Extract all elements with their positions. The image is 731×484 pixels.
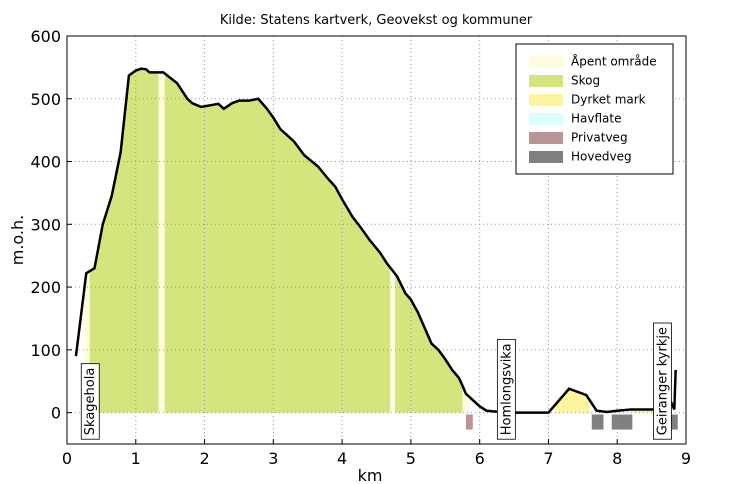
legend-label: Åpent område [571, 54, 657, 69]
land-area [164, 73, 391, 413]
y-tick-label: 100 [30, 341, 61, 360]
annotation-label: Homlongsvika [499, 343, 514, 435]
road-segment [668, 414, 678, 430]
x-tick-label: 0 [62, 449, 72, 468]
annotation-label: Geiranger kyrkje [655, 327, 670, 435]
road-segment [611, 414, 633, 430]
annotation-box [496, 339, 516, 440]
legend-label: Dyrket mark [571, 93, 646, 107]
x-tick-label: 2 [199, 449, 209, 468]
land-area [395, 273, 463, 413]
plot-area: 0 1 2 3 4 5 6 7 8 9 0 100 200 300 400 500 600 Skagehola Ho… [30, 27, 691, 468]
y-tick-label: 200 [30, 278, 61, 297]
legend-swatch [529, 75, 563, 87]
x-axis-label: km [358, 466, 383, 484]
x-tick-label: 1 [131, 449, 141, 468]
plot-frame [66, 35, 687, 445]
land-area [89, 68, 159, 413]
road-segment [465, 414, 473, 430]
profile-line [74, 67, 677, 414]
x-tick-label: 6 [475, 449, 485, 468]
land-area [390, 267, 396, 413]
road-segment [591, 414, 604, 430]
x-tick-label: 7 [543, 449, 553, 468]
y-tick-label: 300 [30, 215, 61, 234]
x-tick-label: 8 [612, 449, 622, 468]
legend-label: Havflate [571, 112, 621, 126]
legend-label: Skog [571, 74, 600, 88]
annotation-label: Skagehola [83, 368, 98, 436]
y-tick-label: 600 [30, 27, 61, 46]
y-tick-label: 400 [30, 153, 61, 172]
annotation-box [653, 322, 672, 440]
legend-label: Privatveg [571, 131, 628, 145]
land-area [158, 72, 165, 413]
legend-label: Hovedveg [571, 150, 632, 164]
y-axis-label: m.o.h. [8, 215, 27, 266]
x-tick-label: 3 [268, 449, 278, 468]
x-tick-label: 9 [681, 449, 691, 468]
x-tick-label: 4 [337, 449, 347, 468]
legend-swatch [529, 151, 563, 163]
legend-swatch [529, 94, 563, 106]
legend: Åpent område Skog Dyrket mark Havflate Priva… [515, 43, 674, 175]
legend-swatch [529, 56, 563, 68]
chart-title: Kilde: Statens kartverk, Geovekst og kom… [220, 13, 533, 28]
y-tick-label: 500 [30, 90, 61, 109]
land-area [555, 388, 590, 413]
legend-swatch [529, 113, 563, 125]
y-tick-label: 0 [51, 404, 61, 423]
annotation-box [80, 363, 100, 440]
x-tick-label: 5 [406, 449, 416, 468]
legend-swatch [529, 132, 563, 144]
